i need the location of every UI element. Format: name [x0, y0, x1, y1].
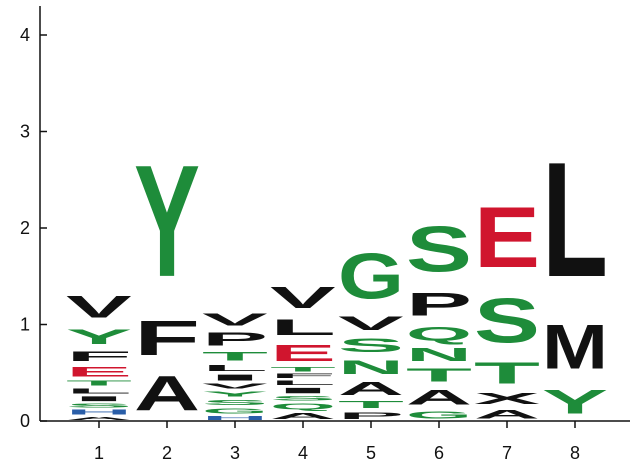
logo-letter: A	[338, 378, 404, 398]
y-tick-label: 3	[20, 122, 30, 142]
logo-letter: P	[202, 330, 268, 350]
x-tick-label: 6	[434, 443, 444, 463]
logo-letter: Q	[406, 323, 472, 345]
logo-letter: I	[270, 386, 336, 395]
logo-letter: I	[202, 373, 268, 383]
logo-letter: X	[474, 390, 540, 407]
logo-letter: Y	[542, 382, 608, 421]
logo-letter: S	[202, 398, 268, 407]
logo-letter: A	[134, 366, 200, 421]
logo-letter: A	[474, 407, 540, 421]
y-tick-labels: 0 1 2 3 4	[20, 25, 30, 431]
x-tick-label: 2	[162, 443, 172, 463]
logo-letter: I	[66, 395, 132, 403]
logo-letter: T	[338, 399, 404, 410]
axes	[39, 6, 630, 428]
logo-letter: T	[406, 365, 472, 385]
logo-letter: V	[338, 313, 404, 334]
x-tick-label: 1	[94, 443, 104, 463]
logo-letter: A	[270, 411, 336, 421]
y-tick-label: 2	[20, 218, 30, 238]
logo-letter: S	[406, 213, 472, 286]
logo-letter: Y	[134, 133, 200, 311]
logo-letter: Y	[66, 325, 132, 349]
logo-letter: H	[202, 415, 268, 421]
logo-letter: P	[338, 410, 404, 421]
logo-letter: S	[474, 286, 540, 357]
logo-letter: E	[270, 340, 336, 366]
logo-letter: F	[134, 311, 200, 366]
x-tick-label: 4	[298, 443, 308, 463]
logo-letter: S	[66, 403, 132, 409]
logo-letter: N	[406, 345, 472, 365]
logo-letter: S	[338, 334, 404, 356]
logo-letter: S	[270, 395, 336, 402]
logo-letter: H	[66, 408, 132, 416]
logo-letter: G	[202, 406, 268, 415]
logo-letter: F	[270, 373, 336, 380]
logo-letter: E	[66, 364, 132, 379]
logo-letter: T	[202, 350, 268, 363]
logo-letter: T	[66, 380, 132, 388]
logo-letter: V	[270, 281, 336, 315]
logo-letter: V	[66, 289, 132, 325]
logo-letter: Q	[270, 402, 336, 412]
logo-letter: L	[202, 363, 268, 373]
x-tick-labels: 1 2 3 4 5 6 7 8	[94, 443, 580, 463]
logo-letter: T	[474, 356, 540, 390]
y-tick-label: 0	[20, 411, 30, 431]
logo-letter: V	[202, 382, 268, 390]
logo-letter: L	[270, 380, 336, 387]
x-tick-label: 5	[366, 443, 376, 463]
logo-letter: L	[270, 315, 336, 340]
x-tick-label: 3	[230, 443, 240, 463]
logo-letter: A	[66, 416, 132, 421]
logo-letter: A	[406, 386, 472, 410]
logo-letter: F	[66, 349, 132, 364]
logo-letter: E	[474, 189, 540, 286]
position-stack: YML	[542, 128, 608, 420]
logo-letter: M	[542, 312, 608, 382]
logo-letter: G	[406, 409, 472, 421]
y-tick-label: 1	[20, 315, 30, 335]
logo-letter: Y	[202, 390, 268, 398]
logo-letter: T	[270, 366, 336, 373]
logo-letter: N	[338, 356, 404, 378]
x-tick-label: 8	[570, 443, 580, 463]
x-tick-label: 7	[502, 443, 512, 463]
logo-letter: G	[338, 240, 404, 312]
letter-stacks: AHSILTEFYVAFYHGSYVILTPVAQSILFTELVPTANSVG…	[66, 128, 608, 421]
logo-letter: V	[202, 310, 268, 329]
y-tick-label: 4	[20, 25, 30, 45]
logo-letter: L	[542, 128, 608, 311]
logo-letter: L	[66, 387, 132, 395]
logo-letter: P	[406, 286, 472, 323]
position-stack: AFY	[134, 133, 200, 421]
